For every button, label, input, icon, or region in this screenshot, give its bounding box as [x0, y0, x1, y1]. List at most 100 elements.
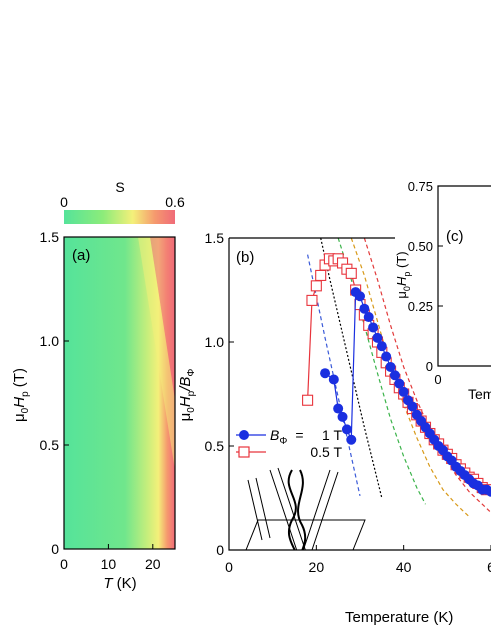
panel-b-ylabel-sub0: 0 — [186, 407, 197, 413]
panel-c-ytick-label: 0.50 — [408, 239, 433, 254]
panel-a-xtick-label: 10 — [101, 556, 117, 572]
panel-a-ytick-label: 0.5 — [40, 437, 60, 453]
legend-label-05t: 0.5 T — [310, 444, 342, 460]
panel-c-xlabel: Tem — [468, 386, 491, 402]
panel-b-xtick-label: 0 — [225, 559, 233, 575]
panel-c-label: (c) — [446, 228, 464, 245]
panel-a-frame — [63, 236, 176, 550]
panel-a-xtick-label: 0 — [60, 556, 68, 572]
panel-b-ylabel: μ0Hp/BΦ — [177, 369, 197, 422]
schematic-column-2 — [269, 467, 306, 550]
panel-a-ytick-label: 1.0 — [40, 333, 60, 349]
colorbar-title: S — [115, 179, 124, 195]
series-1t-point — [328, 374, 339, 385]
series-1t-point — [368, 322, 379, 333]
panel-b-ytick-label: 1.5 — [205, 230, 225, 246]
panel-c-frame — [437, 185, 491, 367]
panel-b-ytick-label: 1.0 — [205, 334, 225, 350]
colorbar-min-label: 0 — [60, 194, 68, 210]
panel-a-ytick-label: 1.5 — [40, 229, 60, 245]
panel-b-ylabel-b: /B — [177, 377, 194, 392]
series-05t-point — [310, 280, 322, 292]
schematic-wavy-vortex-2 — [287, 469, 297, 550]
panel-b-series — [302, 253, 491, 497]
panel-a-ytick-label: 0 — [51, 541, 59, 557]
panel-c-xtick-label: 0 — [434, 372, 441, 387]
series-1t-point — [372, 332, 383, 343]
panel-a-ylabel-h: H — [11, 397, 28, 408]
panel-b-legend: BΦ = 1 T 0.5 T — [236, 427, 342, 460]
panel-c-ylabel-unit: (T) — [394, 251, 409, 271]
panel-b-xtick-label: 6 — [487, 559, 491, 575]
panel-b-ylabel-mu: μ — [177, 413, 194, 422]
panel-a-ylabel: μ0Hp (T) — [11, 368, 31, 422]
panel-a-ylabel-mu: μ — [11, 413, 28, 422]
panel-c-ylabel-sub0: 0 — [402, 286, 412, 291]
panel-b-ylabel-h: H — [177, 396, 194, 407]
series-05t-point — [315, 269, 327, 281]
series-1t-point — [486, 486, 491, 497]
panel-c-ylabel-subp: p — [402, 272, 412, 277]
panel-b-dashed-curve-1 — [320, 238, 383, 499]
panel-a-xlabel-symbol: T — [103, 575, 114, 592]
series-1t-point — [320, 368, 331, 379]
series-05t-point — [345, 267, 357, 279]
schematic-plane — [245, 519, 366, 550]
panel-b-ytick-label: 0 — [216, 542, 224, 558]
panel-a-xlabel: T (K) — [103, 575, 136, 592]
series-1t-point — [355, 291, 365, 302]
panel-b-ticks: 02040600.51.01.5 — [205, 230, 491, 575]
panel-c-ylabel: μ0Hp (T) — [394, 251, 412, 298]
series-1t-point — [398, 386, 409, 397]
series-1t-point — [385, 361, 396, 372]
panel-b-xtick-label: 40 — [396, 559, 412, 575]
series-1t-point — [341, 424, 352, 435]
legend-label-1t: 1 T — [322, 427, 342, 443]
panel-a-ylabel-unit: (T) — [11, 368, 28, 391]
series-1t-point — [381, 351, 392, 362]
series-1t-point — [346, 434, 357, 445]
series-1t-point — [337, 411, 348, 422]
schematic-column-1 — [247, 477, 271, 541]
panel-b-ylabel-subphi: Φ — [186, 369, 197, 377]
legend-symbol-b: B — [270, 427, 279, 443]
series-1t-point — [407, 401, 418, 412]
panel-b-dashed-curve-4 — [363, 238, 491, 513]
panel-c-ylabel-h: H — [394, 276, 409, 286]
panel-b-xtick-label: 20 — [309, 559, 325, 575]
series-1t-point — [394, 378, 405, 389]
panel-a-xlabel-unit: (K) — [113, 575, 137, 592]
legend-equals: = — [295, 427, 303, 443]
panel-b-ytick-label: 0.5 — [205, 438, 225, 454]
colorbar: S 0 0.6 — [60, 179, 185, 224]
panel-b-dashed-curve-3 — [350, 238, 470, 518]
panel-a-label: (a) — [72, 247, 90, 264]
schematic-wavy-vortex-1 — [297, 469, 307, 550]
legend-symbol: BΦ = — [270, 427, 304, 447]
panel-c-background — [438, 186, 491, 366]
panel-c-ytick-label: 0.75 — [408, 179, 433, 194]
panel-a-ylabel-sub0: 0 — [20, 407, 31, 413]
panel-c-ylabel-mu: μ — [394, 291, 409, 299]
vortex-schematic — [245, 467, 366, 550]
panel-b-ylabel-subp: p — [186, 390, 197, 396]
panel-a-ticks: 0 10 20 0 0.5 1.0 1.5 — [40, 229, 161, 572]
panel-b-label: (b) — [236, 249, 254, 266]
colorbar-gradient — [64, 210, 175, 224]
legend-marker-1t — [239, 430, 249, 440]
series-1t-point — [359, 303, 370, 314]
legend-symbol-sub: Φ — [279, 436, 287, 447]
panel-a-ylabel-subp: p — [20, 391, 31, 397]
panel-b: 02040600.51.01.5 (b) Temperature (K) μ0H… — [177, 230, 491, 626]
series-05t-point — [306, 294, 318, 306]
series-1t-point — [389, 370, 400, 381]
panel-c-ytick-label: 0 — [426, 359, 433, 374]
series-1t-point — [363, 312, 374, 323]
series-1t-point — [333, 403, 344, 414]
legend-marker-05t — [238, 446, 250, 458]
panel-c-ytick-label: 0.25 — [408, 299, 433, 314]
